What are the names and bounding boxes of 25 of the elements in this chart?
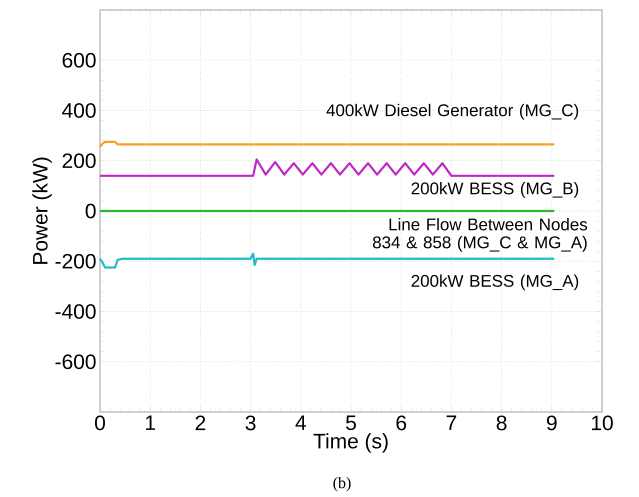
- series-label: 200kW BESS (MG_A): [412, 274, 578, 290]
- x-tick-label: 5: [346, 416, 356, 430]
- x-tick-label: 3: [246, 416, 256, 430]
- y-tick-label: -600: [56, 354, 96, 370]
- x-tick-label: 1: [146, 416, 155, 430]
- text: (b): [333, 477, 351, 492]
- y-tick-label: 400: [62, 103, 96, 118]
- x-tick-label: 9: [546, 416, 557, 430]
- x-tick-label: 8: [496, 416, 507, 430]
- series-label: 200kW BESS (MG_B): [412, 182, 578, 198]
- x-tick-label: 2: [196, 416, 206, 430]
- x-axis-title: Time (s): [314, 433, 388, 453]
- y-tick-label: 200: [62, 153, 96, 168]
- x-tick-label: 6: [396, 416, 406, 430]
- y-tick-label: -400: [56, 304, 96, 319]
- y-tick-label: 600: [62, 52, 96, 68]
- y-tick-label: 0: [86, 204, 96, 218]
- series-label: Line Flow Between Nodes 834 & 858 (MG_C & MG_A): [372, 218, 588, 252]
- x-tick-label: 4: [295, 416, 306, 430]
- y-axis-title: Power (kW): [32, 158, 52, 264]
- series-label: 400kW Diesel Generator (MG_C): [326, 104, 578, 120]
- x-tick-label: 7: [446, 416, 456, 430]
- y-tick-label: -200: [56, 254, 96, 269]
- x-tick-label: 10: [592, 416, 613, 430]
- x-tick-label: 0: [95, 416, 106, 430]
